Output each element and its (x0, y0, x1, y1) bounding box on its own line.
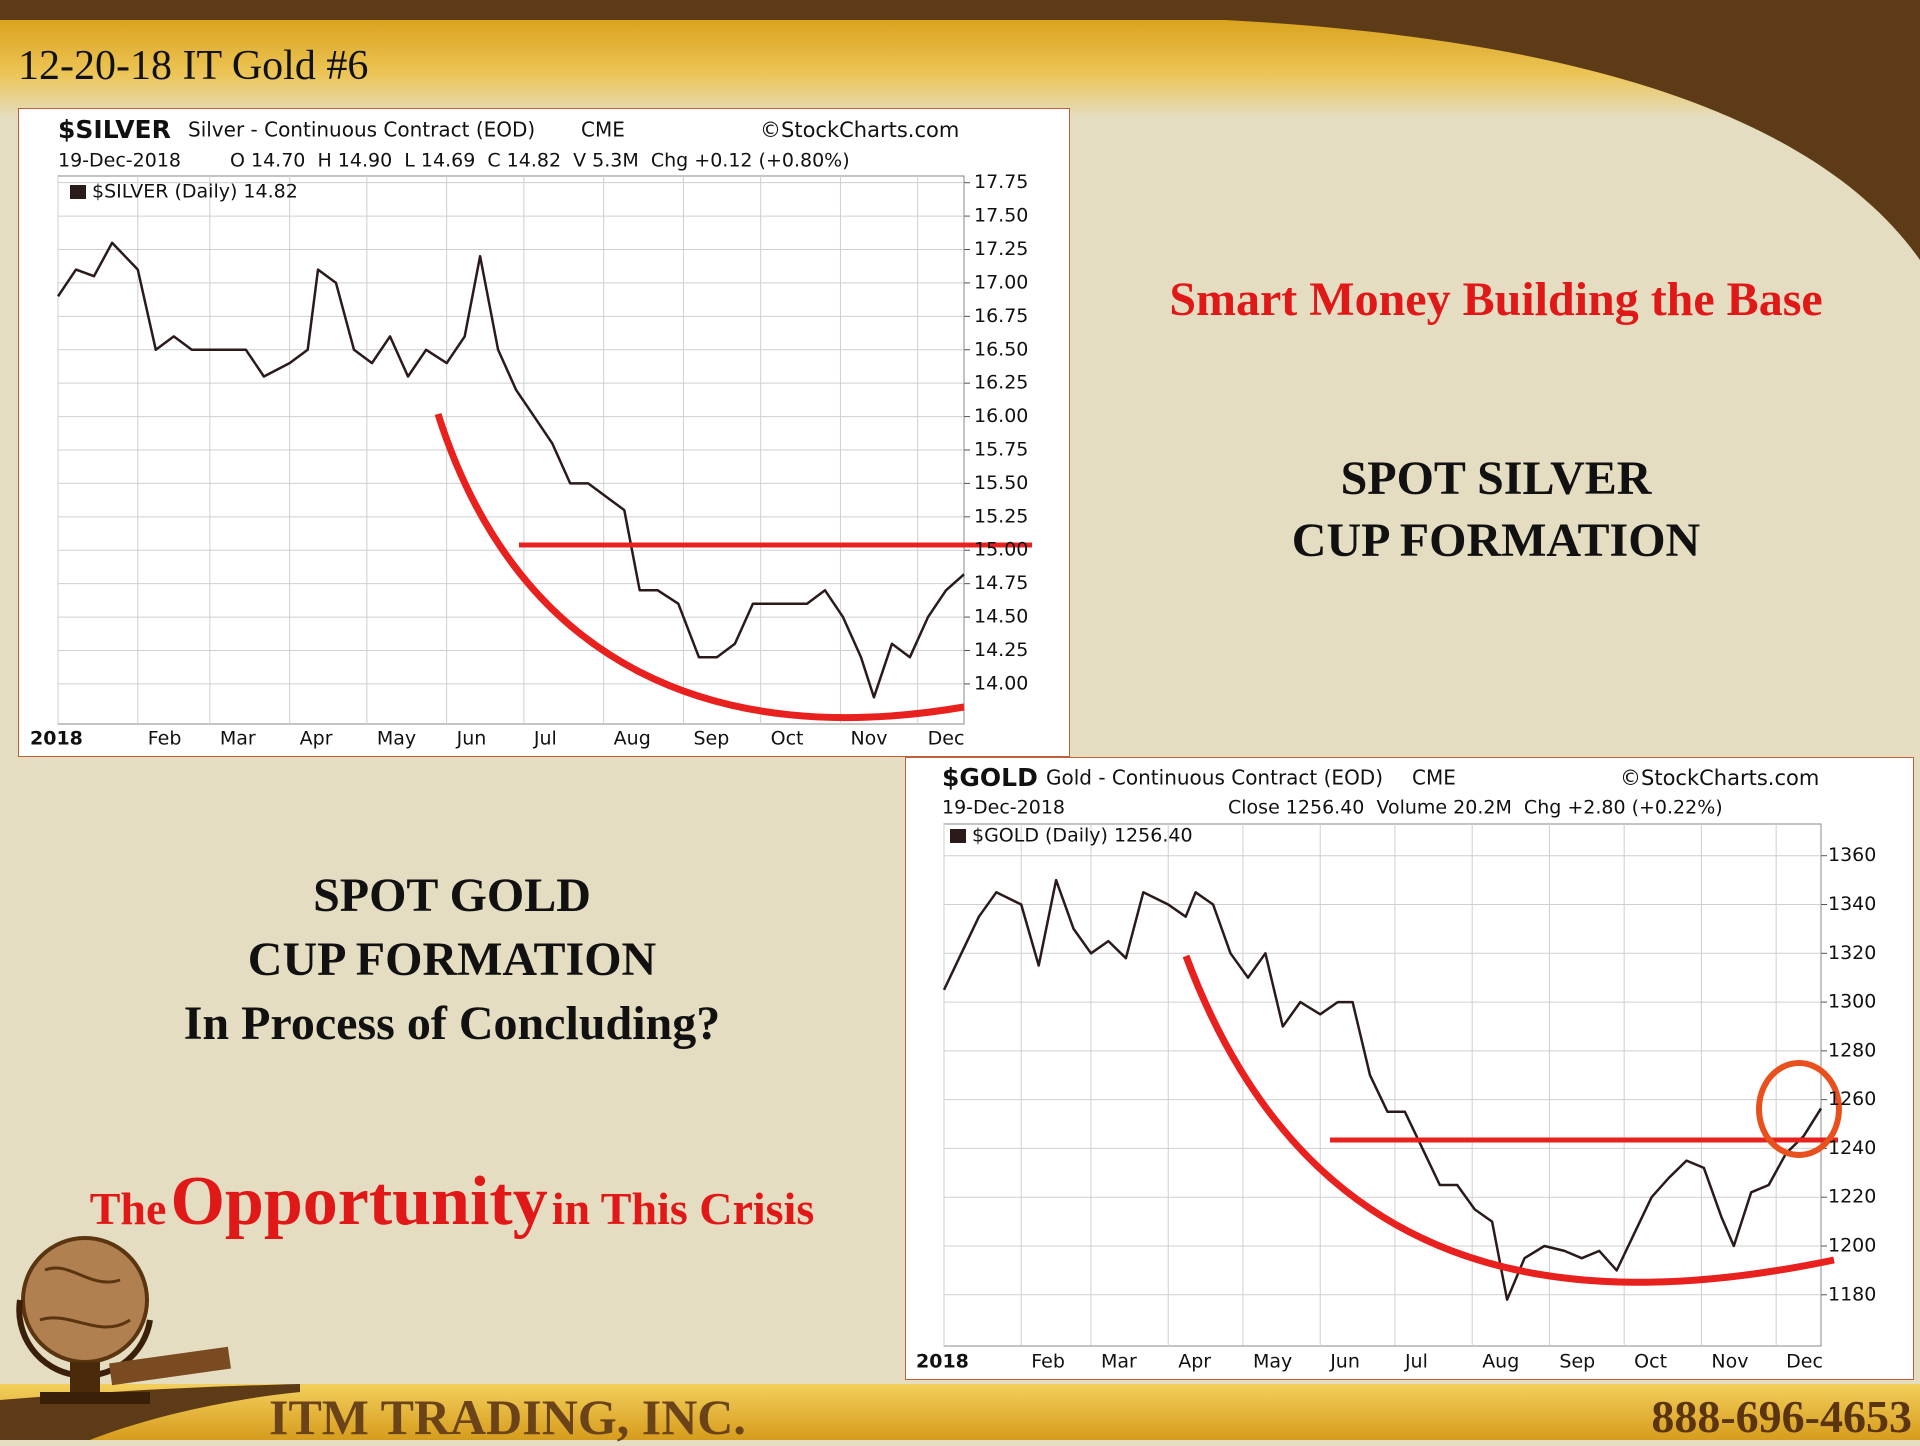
y-tick-label: 17.50 (974, 205, 1028, 227)
x-tick-label: Aug (1482, 1351, 1519, 1373)
x-tick-label: May (377, 728, 416, 750)
caption-line: SPOT GOLD (313, 869, 591, 922)
chart-source: ©StockCharts.com (1620, 766, 1819, 790)
legend-label: $SILVER (Daily) 14.82 (92, 181, 298, 203)
x-tick-label: 2018 (30, 728, 83, 750)
globe-icon (16, 1236, 231, 1404)
y-tick-label: 16.00 (974, 405, 1028, 427)
y-tick-label: 15.25 (974, 505, 1028, 527)
x-tick-label: Jun (456, 728, 487, 750)
company-name: ITM TRADING, INC. (269, 1389, 746, 1445)
caption-line: CUP FORMATION (247, 933, 657, 986)
y-tick-label: 17.25 (974, 238, 1028, 260)
x-tick-label: Feb (148, 728, 182, 750)
silver-chart-box: $SILVER Silver - Continuous Contract (EOD… (18, 108, 1070, 757)
x-tick-label: Dec (928, 728, 965, 750)
opportunity-word: in This Crisis (551, 1183, 815, 1234)
chart-quote: Close 1256.40 Volume 20.2M Chg +2.80 (+0… (1228, 797, 1723, 819)
phone-number: 888-696-4653 (1651, 1391, 1912, 1442)
legend-swatch (950, 829, 966, 843)
x-tick-label: Jul (533, 728, 557, 750)
x-tick-label: Feb (1031, 1351, 1065, 1373)
silver-caption: SPOT SILVER CUP FORMATION (1096, 448, 1896, 572)
cup-annotation (1182, 954, 1842, 1286)
y-tick-label: 1240 (1828, 1137, 1876, 1159)
y-tick-label: 1260 (1828, 1088, 1876, 1110)
slide-header: 12-20-18 IT Gold #6 (18, 43, 369, 89)
x-tick-label: Aug (614, 728, 651, 750)
y-tick-label: 14.25 (974, 639, 1028, 661)
y-tick-label: 15.75 (974, 439, 1028, 461)
caption-line: SPOT SILVER (1340, 452, 1652, 505)
x-tick-label: Mar (1101, 1351, 1137, 1373)
y-tick-label: 17.00 (974, 271, 1028, 293)
plot-area (943, 823, 1822, 1347)
x-tick-label: Oct (1634, 1351, 1667, 1373)
breakout-circle (1756, 1060, 1842, 1158)
chart-symbol: $GOLD (942, 763, 1038, 792)
x-tick-label: Oct (771, 728, 804, 750)
price-line (56, 241, 965, 699)
y-tick-label: 14.50 (974, 606, 1028, 628)
caption-line: CUP FORMATION (1291, 514, 1701, 567)
x-tick-label: 2018 (916, 1351, 969, 1373)
gold-chart: $GOLD Gold - Continuous Contract (EOD) CME… (916, 763, 1876, 1373)
cup-curve (434, 412, 965, 722)
y-tick-label: 15.50 (974, 472, 1028, 494)
y-tick-label: 1360 (1828, 844, 1876, 866)
chart-exchange: CME (581, 118, 625, 142)
x-tick-label: Dec (1786, 1351, 1823, 1373)
y-tick-label: 1200 (1828, 1234, 1876, 1256)
cup-annotation (434, 412, 1032, 722)
opportunity-word: Opportunity (170, 1163, 548, 1240)
corner-swoosh (1180, 0, 1920, 260)
chart-symbol: $SILVER (58, 115, 171, 144)
y-tick-label: 1180 (1828, 1283, 1876, 1305)
chart-subtitle: Gold - Continuous Contract (EOD) (1046, 766, 1383, 790)
x-tick-label: Apr (1178, 1351, 1211, 1373)
legend-swatch (70, 185, 86, 199)
y-tick-label: 16.25 (974, 372, 1028, 394)
y-tick-label: 1300 (1828, 991, 1876, 1013)
x-tick-label: Sep (1559, 1351, 1595, 1373)
gold-caption: SPOT GOLD CUP FORMATION In Process of Co… (52, 864, 852, 1056)
y-tick-label: 16.50 (974, 338, 1028, 360)
legend-label: $GOLD (Daily) 1256.40 (972, 825, 1193, 847)
caption-line: In Process of Concluding? (183, 997, 721, 1050)
cup-curve (1182, 954, 1835, 1286)
chart-subtitle: Silver - Continuous Contract (EOD) (188, 118, 535, 142)
x-tick-label: May (1253, 1351, 1292, 1373)
x-tick-label: Jul (1404, 1351, 1428, 1373)
x-tick-label: Jun (1329, 1351, 1360, 1373)
chart-date: 19-Dec-2018 (942, 797, 1065, 819)
chart-quote: O 14.70 H 14.90 L 14.69 C 14.82 V 5.3M C… (230, 150, 850, 172)
silver-chart: $SILVER Silver - Continuous Contract (EOD… (30, 115, 1032, 750)
opportunity-line: The Opportunity in This Crisis (52, 1162, 852, 1242)
gold-chart-box: $GOLD Gold - Continuous Contract (EOD) CME… (905, 757, 1914, 1380)
price-line (942, 878, 1823, 1301)
y-tick-label: 1280 (1828, 1039, 1876, 1061)
x-tick-label: Apr (300, 728, 333, 750)
chart-source: ©StockCharts.com (760, 118, 959, 142)
x-tick-label: Nov (850, 728, 887, 750)
x-tick-label: Mar (220, 728, 256, 750)
chart-exchange: CME (1412, 766, 1456, 790)
y-tick-label: 14.00 (974, 672, 1028, 694)
x-tick-label: Nov (1711, 1351, 1748, 1373)
opportunity-word: The (89, 1183, 167, 1234)
chart-date: 19-Dec-2018 (58, 150, 181, 172)
y-tick-label: 1220 (1828, 1186, 1876, 1208)
y-tick-label: 14.75 (974, 572, 1028, 594)
y-tick-label: 1340 (1828, 893, 1876, 915)
y-tick-label: 17.75 (974, 171, 1028, 193)
y-tick-label: 16.75 (974, 305, 1028, 327)
silver-heading: Smart Money Building the Base (1169, 273, 1823, 326)
y-tick-label: 1320 (1828, 942, 1876, 964)
y-tick-label: 15.00 (974, 539, 1028, 561)
x-tick-label: Sep (693, 728, 729, 750)
bottom-band (0, 1384, 1920, 1440)
